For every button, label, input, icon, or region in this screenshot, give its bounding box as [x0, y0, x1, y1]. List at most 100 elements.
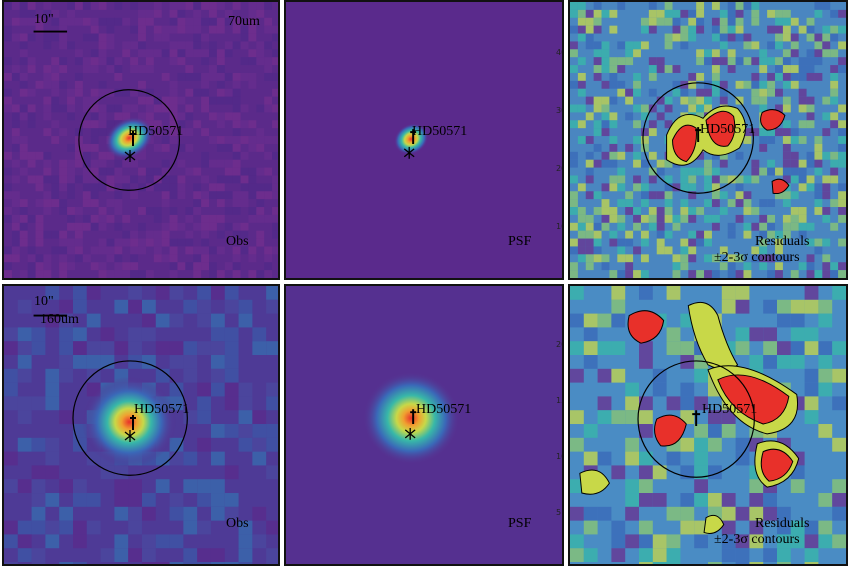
y-tick: 10 — [556, 452, 562, 461]
noise-pixel — [666, 396, 681, 411]
noise-pixel — [145, 65, 154, 73]
noise-pixel — [585, 33, 594, 42]
noise-pixel — [138, 9, 146, 18]
noise-pixel — [680, 341, 695, 356]
noise-pixel — [264, 167, 273, 176]
noise-pixel — [782, 49, 791, 58]
noise-pixel — [155, 562, 170, 564]
noise-pixel — [648, 207, 657, 215]
noise-pixel — [4, 451, 18, 466]
noise-pixel — [609, 72, 618, 81]
noise-pixel — [106, 88, 115, 97]
noise-pixel — [72, 299, 87, 314]
noise-pixel — [751, 222, 760, 231]
residual-image-160um — [570, 286, 846, 564]
y-tick: 20 — [556, 340, 562, 349]
noise-pixel — [153, 246, 162, 255]
noise-pixel — [688, 33, 697, 42]
noise-pixel — [583, 313, 598, 328]
noise-pixel — [216, 214, 225, 223]
noise-pixel — [597, 410, 612, 425]
noise-pixel — [256, 199, 265, 208]
noise-pixel — [704, 254, 712, 263]
noise-pixel — [141, 327, 156, 342]
noise-pixel — [17, 355, 32, 369]
noise-pixel — [232, 222, 241, 231]
y-tick: 10 — [556, 222, 562, 231]
noise-pixel — [577, 120, 586, 129]
noise-pixel — [252, 506, 267, 521]
noise-pixel — [141, 493, 156, 507]
noise-pixel — [114, 299, 129, 314]
noise-pixel — [72, 520, 87, 535]
noise-pixel — [86, 368, 101, 383]
noise-pixel — [197, 341, 211, 356]
noise-pixel — [593, 191, 602, 200]
noise-pixel — [106, 41, 115, 50]
noise-pixel — [4, 104, 12, 113]
noise-pixel — [806, 120, 815, 129]
noise-pixel — [751, 2, 760, 10]
noise-pixel — [585, 175, 594, 184]
noise-pixel — [749, 355, 764, 369]
noise-pixel — [777, 341, 791, 356]
noise-pixel — [4, 72, 12, 81]
noise-pixel — [224, 88, 233, 97]
noise-pixel — [201, 246, 210, 255]
noise-pixel — [248, 120, 257, 129]
noise-pixel — [633, 41, 641, 50]
noise-pixel — [193, 246, 202, 255]
noise-pixel — [197, 382, 211, 397]
noise-pixel — [224, 493, 239, 507]
noise-pixel — [666, 548, 681, 563]
noise-pixel — [777, 548, 791, 563]
noise-pixel — [183, 548, 198, 563]
noise-pixel — [128, 520, 142, 535]
noise-pixel — [35, 270, 44, 278]
noise-pixel — [185, 72, 194, 81]
noise-pixel — [656, 207, 665, 215]
noise-pixel — [169, 286, 184, 300]
noise-pixel — [177, 159, 186, 168]
noise-pixel — [570, 191, 578, 200]
noise-pixel — [648, 72, 657, 81]
noise-pixel — [593, 57, 602, 66]
noise-pixel — [264, 72, 273, 81]
noise-pixel — [161, 96, 170, 105]
noise-pixel — [59, 159, 68, 168]
noise-pixel — [138, 238, 146, 247]
noise-pixel — [640, 159, 649, 168]
noise-pixel — [767, 136, 776, 144]
noise-pixel — [43, 159, 52, 168]
noise-pixel — [106, 167, 115, 176]
star-label: HD50571 — [134, 402, 190, 417]
noise-pixel — [17, 368, 32, 383]
noise-pixel — [161, 175, 170, 184]
noise-pixel — [790, 534, 805, 549]
noise-pixel — [777, 520, 791, 535]
noise-pixel — [122, 214, 131, 223]
noise-pixel — [238, 382, 253, 397]
noise-pixel — [216, 65, 225, 73]
noise-pixel — [611, 520, 626, 535]
noise-pixel — [790, 313, 805, 328]
noise-pixel — [570, 49, 578, 58]
noise-pixel — [633, 136, 641, 144]
noise-pixel — [735, 341, 750, 356]
noise-pixel — [4, 167, 12, 176]
y-tick: 30 — [556, 106, 562, 115]
noise-pixel — [240, 33, 249, 42]
noise-pixel — [767, 72, 776, 81]
noise-pixel — [775, 262, 783, 271]
noise-pixel — [43, 167, 52, 176]
noise-pixel — [59, 270, 68, 278]
noise-pixel — [210, 424, 225, 438]
noise-pixel — [625, 437, 639, 452]
noise-pixel — [570, 341, 584, 356]
noise-pixel — [617, 254, 626, 263]
noise-pixel — [652, 562, 667, 564]
noise-pixel — [577, 222, 586, 231]
noise-pixel — [656, 191, 665, 200]
noise-pixel — [153, 183, 162, 192]
noise-pixel — [832, 396, 846, 411]
